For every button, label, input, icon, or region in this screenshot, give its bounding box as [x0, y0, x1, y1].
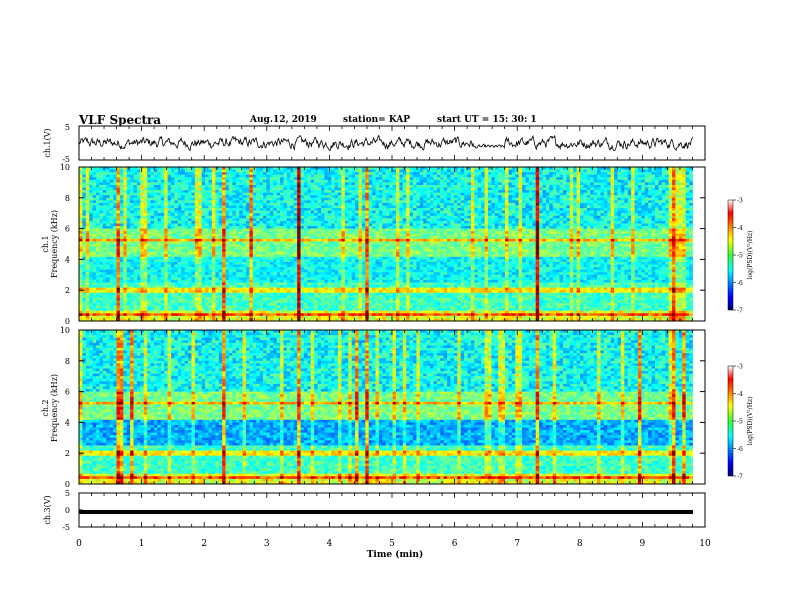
colorbar-tick-label: -3: [737, 364, 743, 371]
ch3-waveform-line: [79, 510, 693, 514]
ytick-label: 4: [65, 255, 70, 264]
ytick-label: 4: [65, 418, 70, 427]
ch2-colorbar-label: log(PSD)(V²/Hz): [747, 397, 754, 446]
ytick-label: 5: [65, 489, 70, 498]
xtick-label: 2: [201, 539, 207, 549]
xtick-label: 4: [327, 539, 333, 549]
ytick-label: 6: [65, 225, 70, 234]
start-time-label: start UT = 15: 30: 1: [437, 115, 537, 125]
ch1-spectrogram-panel: 0 2 4 6 8 10 ch.1 Frequency (kHz): [41, 163, 705, 326]
ch3-waveform-panel: 5 0 -5 ch.3(V): [43, 489, 705, 532]
ytick-label: 8: [65, 194, 70, 203]
ch1-ylabel-top: ch.1: [41, 235, 50, 252]
ch1-waveform-panel: 5 -5 ch.1(V): [43, 123, 705, 164]
xtick-label: 8: [577, 539, 583, 549]
ch2-spectrogram-panel: 0 2 4 6 8 10 ch.2 Frequency (kHz): [41, 326, 705, 489]
xtick-label: 0: [76, 539, 82, 549]
xtick-label: 5: [389, 539, 395, 549]
colorbar-tick-label: -7: [737, 474, 743, 481]
ch3-ylabel: ch.3(V): [43, 495, 52, 524]
ch2-colorbar: -3 -4 -5 -6 -7 log(PSD)(V²/Hz): [728, 364, 754, 481]
ytick-label: 2: [65, 449, 70, 458]
ytick-label: 8: [65, 357, 70, 366]
ch1-colorbar: -3 -4 -5 -6 -7 log(PSD)(V²/Hz): [728, 198, 754, 315]
ch1-ylabel-bottom: Frequency (kHz): [50, 210, 59, 278]
colorbar-tick-label: -4: [737, 391, 743, 398]
xtick-label: 3: [264, 539, 270, 549]
xtick-label: 7: [514, 539, 520, 549]
ytick-label: 0: [65, 480, 70, 489]
time-axis-label: Time (min): [367, 549, 424, 560]
ytick-label: 2: [65, 286, 70, 295]
ytick-label: 6: [65, 388, 70, 397]
xtick-label: 9: [640, 539, 646, 549]
ytick-label: 0: [65, 317, 70, 326]
ch2-ylabel-bottom: Frequency (kHz): [50, 374, 59, 442]
colorbar-tick-label: -6: [737, 280, 743, 287]
date-label: Aug.12, 2019: [250, 115, 317, 125]
colorbar-tick-label: -3: [737, 198, 743, 205]
ch1-ytick-top: 5: [65, 123, 70, 132]
xtick-label: 10: [699, 539, 711, 549]
colorbar-tick-label: -5: [737, 253, 743, 260]
ch2-spectrogram-heatmap: [79, 330, 693, 484]
time-axis: 0 1 2 3 4 5 6 7 8 9 10: [76, 539, 711, 549]
xtick-label: 1: [139, 539, 145, 549]
ch1-colorbar-label: log(PSD)(V²/Hz): [747, 231, 754, 280]
ytick-label: 0: [65, 506, 70, 515]
xtick-label: 6: [452, 539, 458, 549]
colorbar-tick-label: -4: [737, 225, 743, 232]
figure-title: VLF Spectra: [79, 113, 161, 127]
ytick-label: -5: [62, 523, 70, 532]
colorbar-tick-label: -5: [737, 419, 743, 426]
ch1-spectrogram-heatmap: [79, 167, 693, 321]
colorbar-tick-label: -7: [737, 308, 743, 315]
station-label: station= KAP: [343, 115, 410, 125]
ch1-ylabel: ch.1(V): [43, 128, 52, 157]
ytick-label: 10: [60, 326, 70, 335]
ytick-label: 10: [60, 163, 70, 172]
colorbar-tick-label: -6: [737, 446, 743, 453]
ch2-ylabel-top: ch.2: [41, 399, 50, 416]
